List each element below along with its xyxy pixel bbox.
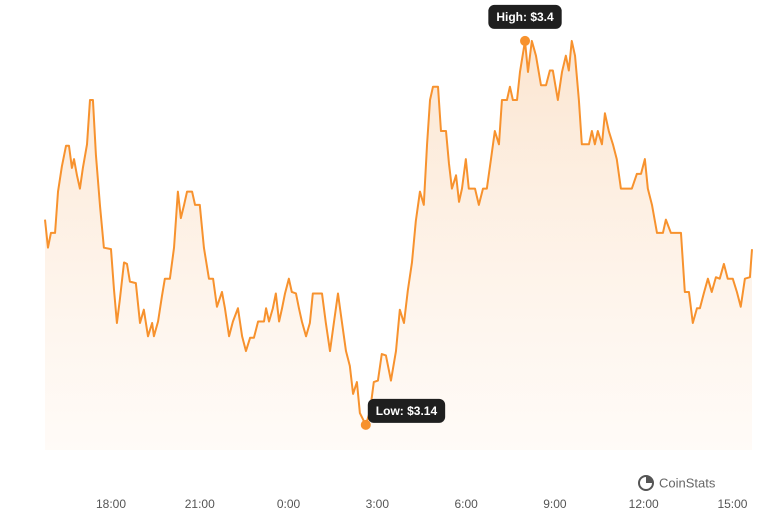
x-tick-label: 9:00 (543, 497, 567, 511)
x-tick-label: 18:00 (96, 497, 126, 511)
x-tick-label: 15:00 (717, 497, 747, 511)
annotation-text: Low: $3.14 (376, 404, 438, 418)
annotation-dot (360, 419, 371, 430)
watermark-text: CoinStats (659, 475, 716, 490)
annotation-box (488, 4, 562, 29)
annotation-dot (520, 35, 531, 46)
x-tick-label: 21:00 (185, 497, 215, 511)
annotation: Low: $3.14 (367, 398, 446, 423)
x-tick-label: 12:00 (629, 497, 659, 511)
watermark-icon-slice (646, 476, 653, 483)
annotation-text: High: $3.4 (496, 10, 554, 24)
x-tick-label: 6:00 (454, 497, 478, 511)
annotation: High: $3.4 (488, 4, 562, 29)
area (45, 40, 752, 450)
x-tick-label: 0:00 (277, 497, 301, 511)
annotation-box (367, 398, 446, 423)
x-tick-label: 3:00 (366, 497, 390, 511)
watermark: CoinStats (638, 475, 716, 491)
line (44, 39, 753, 426)
